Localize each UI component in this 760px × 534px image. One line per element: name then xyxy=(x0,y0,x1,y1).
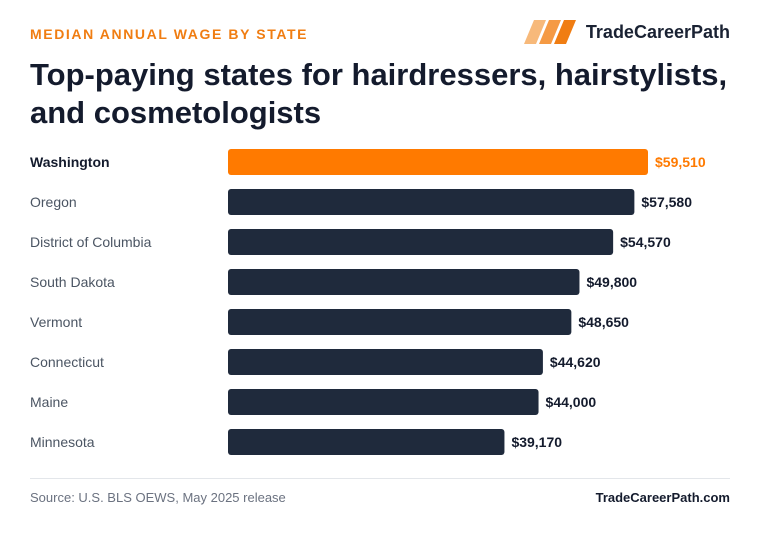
brand-logo-icon xyxy=(523,20,576,44)
value-label: $57,580 xyxy=(641,194,692,210)
value-label: $44,620 xyxy=(550,354,601,370)
category-label: Vermont xyxy=(30,314,82,330)
category-label: Oregon xyxy=(30,194,77,210)
value-label: $48,650 xyxy=(578,314,629,330)
category-label: Maine xyxy=(30,394,68,410)
eyebrow-label: MEDIAN ANNUAL WAGE BY STATE xyxy=(30,26,309,42)
value-label: $59,510 xyxy=(655,154,706,170)
bar xyxy=(228,189,635,215)
bar xyxy=(228,309,572,335)
bar-chart: Washington $59,510 Oregon $57,580 District o… xyxy=(30,149,706,455)
category-label: South Dakota xyxy=(30,274,115,290)
bar xyxy=(228,269,580,295)
bar xyxy=(228,389,539,415)
value-label: $54,570 xyxy=(620,234,671,250)
bar xyxy=(228,429,505,455)
category-label: Washington xyxy=(30,154,110,170)
value-label: $49,800 xyxy=(586,274,637,290)
category-label: Minnesota xyxy=(30,434,95,450)
bar xyxy=(228,349,543,375)
brand-name: TradeCareerPath xyxy=(585,21,730,42)
page-title: Top-paying states for hairdressers, hair… xyxy=(30,57,728,130)
bar xyxy=(228,229,614,255)
source-note: Source: U.S. BLS OEWS, May 2025 release xyxy=(30,490,286,505)
value-label: $39,170 xyxy=(511,434,562,450)
site-link[interactable]: TradeCareerPath.com xyxy=(595,490,730,505)
bar xyxy=(228,149,648,175)
category-label: Connecticut xyxy=(30,354,104,370)
footer-divider xyxy=(30,478,730,479)
brand[interactable]: TradeCareerPath xyxy=(523,20,730,44)
category-label: District of Columbia xyxy=(30,234,152,250)
value-label: $44,000 xyxy=(546,394,597,410)
